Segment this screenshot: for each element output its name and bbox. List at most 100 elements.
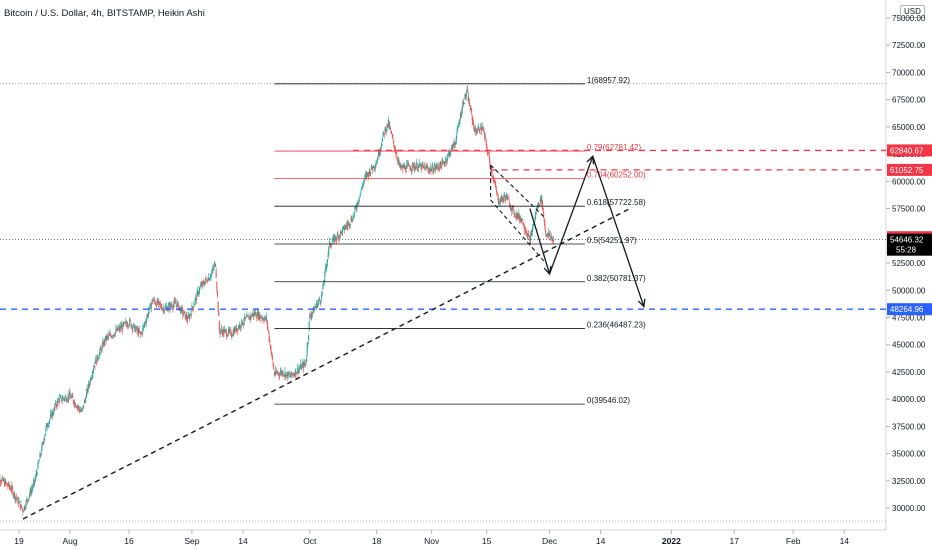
candle-body bbox=[29, 489, 31, 493]
candle-body bbox=[140, 333, 142, 335]
x-tick-label: Feb bbox=[786, 536, 801, 546]
candle-body bbox=[403, 166, 405, 169]
fibonacci-retracement[interactable]: 1(68957.92) 0.79(62781.42) 0.704(60252.00)… bbox=[274, 76, 646, 405]
price-axis[interactable]: 30000.00 32500.00 35000.00 37500.00 40000.00… bbox=[886, 14, 932, 513]
candle-body bbox=[287, 372, 289, 376]
candle-body bbox=[157, 300, 160, 303]
candle-body bbox=[448, 151, 450, 153]
candle-body bbox=[361, 186, 363, 188]
candle-body bbox=[351, 219, 353, 222]
candle-body bbox=[449, 153, 451, 156]
candle-body bbox=[41, 444, 43, 450]
candle-body bbox=[38, 462, 40, 463]
candle-body bbox=[14, 495, 16, 500]
candle-body bbox=[243, 317, 245, 321]
candle-body bbox=[178, 305, 180, 311]
candle-body bbox=[60, 396, 62, 398]
candle-body bbox=[477, 128, 479, 131]
candle-body bbox=[20, 504, 22, 507]
candle-body bbox=[59, 397, 61, 401]
candle-body bbox=[184, 311, 186, 313]
candle-body bbox=[301, 365, 303, 368]
candle-body bbox=[383, 132, 386, 134]
candle-body bbox=[73, 403, 75, 405]
candle-body bbox=[410, 169, 412, 171]
candle-body bbox=[131, 325, 133, 327]
candle-body bbox=[153, 299, 155, 301]
candle-body bbox=[156, 299, 158, 304]
candle-body bbox=[508, 198, 510, 200]
candle-body bbox=[13, 495, 15, 497]
candle-body bbox=[63, 399, 65, 400]
candle-body bbox=[272, 361, 274, 366]
candle-body bbox=[417, 169, 419, 171]
candle-body bbox=[182, 313, 184, 315]
candle-body bbox=[496, 192, 498, 194]
candle-body bbox=[108, 334, 110, 337]
candle-body bbox=[116, 327, 118, 330]
candle-body bbox=[2, 477, 4, 479]
candle-body bbox=[90, 379, 92, 380]
candle-body bbox=[357, 201, 359, 203]
candle-body bbox=[319, 299, 321, 301]
candle-body bbox=[364, 175, 367, 176]
candle-body bbox=[402, 166, 404, 169]
candle-body bbox=[532, 227, 534, 229]
candle-body bbox=[428, 170, 430, 172]
candle-body bbox=[106, 336, 108, 338]
candle-body bbox=[499, 198, 501, 202]
candle-body bbox=[311, 314, 313, 317]
candle-body bbox=[359, 193, 361, 197]
candle-body bbox=[174, 301, 176, 303]
candle-body bbox=[389, 126, 391, 128]
candle-body bbox=[231, 336, 233, 337]
candle-body bbox=[368, 174, 370, 177]
candle-body bbox=[326, 264, 328, 266]
candle-body bbox=[436, 164, 438, 167]
candle-body bbox=[135, 328, 137, 331]
candle-body bbox=[549, 235, 551, 238]
candle-body bbox=[155, 304, 157, 305]
time-axis[interactable]: 19 Aug 16 Sep 14 Oct 18 Nov 15 Dec 14 2022 17 Feb 14 bbox=[14, 530, 849, 546]
candle-body bbox=[500, 199, 502, 203]
candle-body bbox=[491, 170, 493, 175]
candle-body bbox=[389, 127, 391, 130]
candle-body bbox=[42, 442, 44, 444]
candle-body bbox=[189, 314, 191, 317]
candle-body bbox=[108, 334, 110, 336]
candle-body bbox=[420, 166, 422, 170]
currency-button[interactable]: USD bbox=[900, 5, 925, 18]
candle-body bbox=[304, 362, 306, 365]
candle-body bbox=[388, 122, 390, 128]
candle-body bbox=[239, 324, 241, 327]
candle-body bbox=[255, 313, 257, 317]
candle-body bbox=[516, 215, 518, 219]
candle-body bbox=[269, 345, 272, 350]
candle-body bbox=[378, 152, 380, 155]
candle-body bbox=[254, 312, 257, 314]
candle-body bbox=[115, 328, 117, 331]
fib-level-label: 0(39546.02) bbox=[587, 396, 630, 405]
candle-body bbox=[524, 228, 526, 231]
candle-body bbox=[481, 129, 483, 131]
candle-body bbox=[7, 485, 9, 487]
candle-body bbox=[390, 130, 392, 133]
candle-body bbox=[353, 211, 355, 215]
candle-body bbox=[93, 368, 95, 370]
x-tick-label: Sep bbox=[184, 536, 199, 546]
candle-body bbox=[547, 234, 549, 236]
candle-body bbox=[512, 206, 514, 208]
drawings-layer[interactable] bbox=[0, 149, 886, 520]
candle-body bbox=[75, 406, 77, 408]
candle-body bbox=[464, 94, 466, 100]
candle-body bbox=[478, 129, 481, 133]
candle-body bbox=[25, 507, 27, 509]
candle-body bbox=[109, 333, 111, 335]
candle-body bbox=[142, 325, 144, 327]
candle-body bbox=[364, 175, 366, 179]
candle-body bbox=[212, 268, 215, 270]
candle-body bbox=[154, 299, 156, 302]
candle-body bbox=[401, 165, 403, 167]
candle-body bbox=[293, 374, 295, 376]
